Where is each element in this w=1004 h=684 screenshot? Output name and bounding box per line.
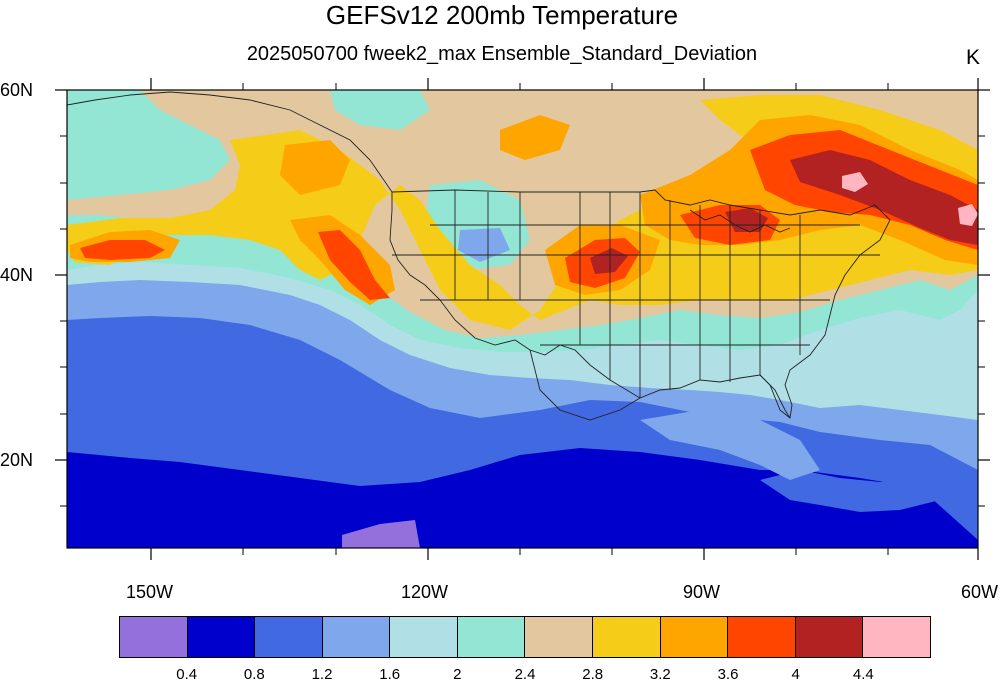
colorbar-box [187, 617, 256, 657]
fill-orange-north [500, 115, 570, 160]
lon-label-120w: 120W [401, 582, 449, 602]
us-outline [389, 189, 891, 419]
contour-fill [67, 90, 978, 548]
colorbar-box [525, 617, 594, 657]
canada-coast [67, 91, 393, 193]
minor-tick-marks [60, 83, 985, 555]
colorbar-box [863, 617, 930, 657]
mexico-coast [529, 349, 641, 421]
lat-label-20n: 20N [0, 450, 34, 470]
colorbar-label: 4.4 [852, 666, 874, 683]
fill-orange-west [280, 140, 350, 195]
colorbar-label: 4 [791, 666, 800, 683]
chart-title: GEFSv12 200mb Temperature [325, 0, 679, 30]
colorbar-box [322, 617, 391, 657]
colorbar [119, 616, 931, 658]
fill-pink-1 [842, 172, 868, 192]
fill-aqua-north-2 [330, 90, 430, 130]
lat-label-40n: 40N [0, 265, 34, 285]
units-label: K [966, 46, 981, 69]
great-lakes [689, 209, 791, 233]
colorbar-label: 0.4 [176, 666, 198, 683]
colorbar-box [390, 617, 458, 657]
colorbar-box [255, 617, 323, 657]
lat-label-60n: 60N [0, 80, 34, 100]
colorbar-label: 2 [453, 666, 462, 683]
colorbar-label: 3.6 [717, 666, 739, 683]
tick-marks [55, 78, 990, 560]
fill-redorange-pacific [80, 240, 165, 260]
colorbar-box [457, 617, 526, 657]
colorbar-box [795, 617, 864, 657]
colorbar-box [120, 617, 188, 657]
colorbar-box [593, 617, 661, 657]
colorbar-label: 1.2 [311, 666, 333, 683]
fill-royalblue-islands [760, 470, 978, 512]
lon-label-150w: 150W [126, 582, 174, 602]
fill-darkred-east [790, 150, 978, 245]
fill-darkred-lakes [725, 208, 768, 232]
lon-label-60w: 60W [961, 582, 999, 602]
fill-lightblue-north [458, 228, 510, 262]
boundaries [67, 91, 891, 421]
colorbar-label: 3.2 [649, 666, 671, 683]
plot-frame [66, 89, 979, 549]
fill-lightblue-gulf [640, 410, 820, 480]
colorbar-label: 2.4 [514, 666, 536, 683]
colorbar-label: 0.8 [243, 666, 265, 683]
fill-purple [342, 520, 420, 548]
fill-pink-2 [958, 204, 978, 226]
colorbar-label: 1.6 [379, 666, 401, 683]
fill-redorange-westcoast [318, 230, 390, 300]
colorbar-box [660, 617, 729, 657]
fill-darkred-plains [590, 248, 628, 274]
florida [759, 374, 791, 419]
chart-subtitle: 2025050700 fweek2_max Ensemble_Standard_… [246, 43, 758, 65]
lon-label-90w: 90W [683, 582, 721, 602]
colorbar-label: 2.8 [582, 666, 604, 683]
colorbar-box [728, 617, 796, 657]
